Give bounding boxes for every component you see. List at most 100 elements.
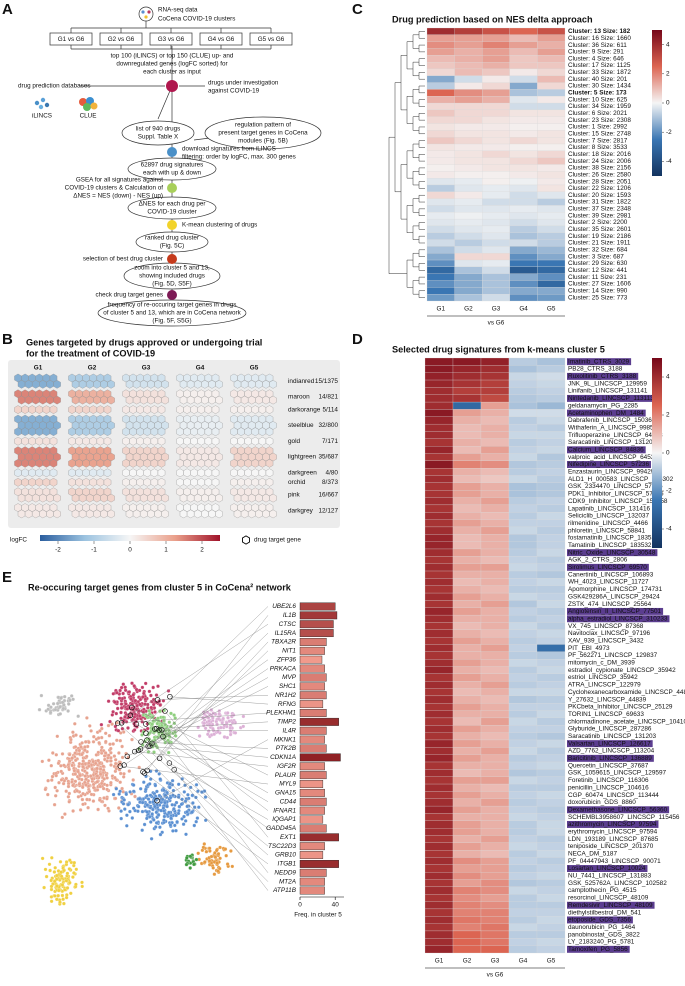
network-node [116, 728, 121, 733]
network-node [40, 759, 45, 764]
dendrogram-branch [400, 164, 407, 220]
heatmap-cell [480, 908, 510, 917]
dendrogram-branch [412, 61, 419, 77]
network-node [64, 860, 69, 864]
network-node [54, 752, 59, 757]
heatmap-cell [426, 205, 455, 213]
heatmap-cell [424, 673, 454, 682]
network-node [50, 774, 55, 779]
heatmap-cell [480, 365, 510, 373]
network-node [180, 777, 185, 781]
heatmap-cell [508, 519, 538, 528]
heatmap-cell [452, 519, 482, 528]
network-node [119, 710, 123, 715]
row-label: GSK_1059615_LINCSCP_129597 [568, 770, 667, 777]
heatmap-cell [537, 150, 566, 158]
row-label: fostamatinib_LINCSCP_183532 [568, 535, 659, 542]
network-node [140, 828, 145, 833]
heatmap-cell [426, 137, 455, 145]
network-node [124, 702, 128, 706]
heatmap-cell [480, 490, 510, 498]
comparison-label: G3 vs G6 [158, 36, 185, 43]
network-node [73, 751, 77, 755]
network-node [163, 800, 167, 805]
heatmap-cell [536, 850, 566, 858]
network-node [147, 782, 152, 786]
colorbar-tick-label: -2 [666, 129, 672, 136]
network-node [201, 845, 206, 850]
row-label: NECA_DM_5187 [568, 851, 617, 858]
network-node [173, 716, 178, 720]
network-node [115, 738, 119, 743]
dendrogram-branch [418, 181, 425, 189]
heatmap-cell [424, 607, 454, 616]
heatmap-cell [452, 482, 482, 491]
heatmap-cell [424, 842, 454, 851]
network-node [62, 694, 67, 699]
bar-category-label: ATP11B [272, 887, 297, 894]
heatmap-cell [536, 394, 566, 403]
heatmap-cell [424, 930, 454, 939]
heatmap-cell [536, 666, 566, 674]
heatmap-cell [452, 409, 482, 417]
heatmap-cell [536, 460, 566, 469]
bar-category-label: IL15RA [275, 630, 296, 637]
heatmap-cell [536, 401, 566, 410]
dendrogram-branch [418, 194, 425, 203]
network-node [179, 802, 184, 807]
heatmap-cell [454, 143, 483, 151]
network-connector [145, 733, 269, 891]
heatmap-cell [452, 438, 482, 447]
heatmap-cell [537, 116, 566, 124]
heatmap-cell [508, 673, 538, 682]
heatmap-cell [536, 717, 566, 726]
network-node [194, 819, 199, 824]
heatmap-cell [424, 666, 454, 674]
heatmap-cell [536, 827, 566, 836]
heatmap-cell [482, 157, 510, 165]
heatmap-cell [537, 294, 566, 302]
dendrogram-branch [418, 290, 425, 298]
panel-label: A [2, 1, 13, 18]
heatmap-cell [452, 600, 482, 608]
network-node [64, 878, 69, 883]
heatmap-cell [480, 446, 510, 454]
heatmap-cell [508, 644, 538, 652]
heatmap-cell [480, 357, 510, 366]
heatmap-cell [509, 266, 538, 274]
step-dot [167, 254, 177, 264]
network-connector [130, 624, 269, 716]
heatmap-cell [424, 659, 454, 667]
network-node [109, 759, 113, 763]
hexagon [269, 380, 277, 389]
network-node [58, 712, 63, 716]
colorbar [652, 358, 662, 548]
hexagon [157, 468, 166, 478]
network-node [101, 768, 106, 773]
heatmap-cell [426, 253, 455, 261]
network-node [186, 792, 190, 797]
row-label: Cluster: 6 Size: 2021 [568, 110, 628, 117]
network-node [77, 782, 82, 786]
network-node [64, 895, 69, 900]
heatmap-cell [424, 504, 454, 513]
bar-category-label: PRKACA [270, 665, 296, 672]
network-node [162, 818, 166, 823]
network-node [173, 734, 178, 738]
heatmap-cell [537, 280, 566, 288]
network-node [52, 879, 57, 884]
heatmap-cell [424, 827, 454, 836]
row-label: Cluster: 38 Size: 2156 [568, 165, 631, 172]
hexagon [265, 427, 274, 436]
row-label: GSK429286A_LINCSCP_29424 [568, 593, 660, 600]
heatmap-cell [536, 357, 566, 366]
network-node [49, 705, 53, 710]
dendrogram-branch [412, 171, 419, 186]
network-node [230, 720, 235, 725]
network-node [121, 775, 126, 779]
target-gene-node [133, 721, 140, 727]
heatmap-cell [480, 923, 510, 932]
row-label: Cluster: 1 Size: 2992 [568, 124, 628, 131]
heatmap-cell [537, 55, 566, 63]
node-ellipse [135, 231, 209, 253]
